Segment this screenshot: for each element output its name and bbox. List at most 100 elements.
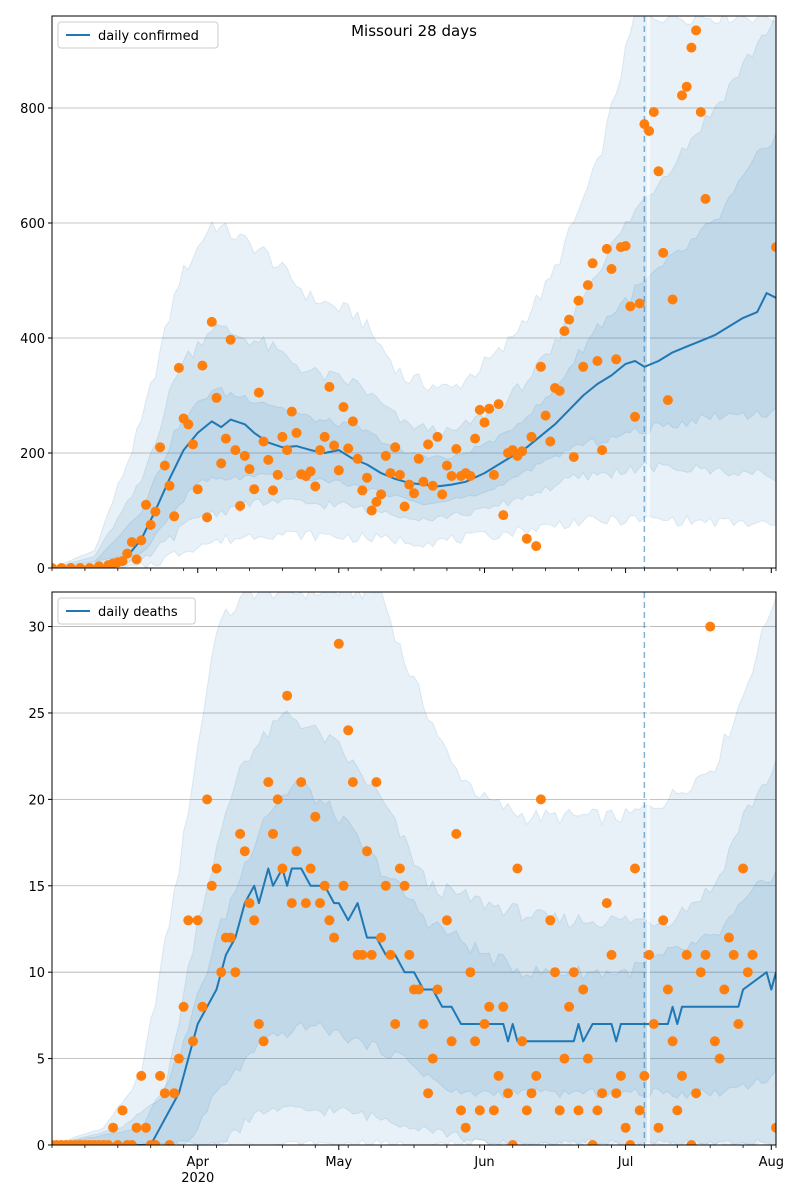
data-point (258, 436, 269, 447)
data-point (404, 479, 415, 490)
data-point (52, 563, 57, 568)
data-point (291, 846, 302, 857)
data-point (117, 556, 128, 567)
data-point (601, 243, 612, 254)
x-tick-sublabel: 2020 (181, 1171, 214, 1186)
uncertainty-band (52, 16, 776, 568)
data-point (249, 484, 260, 495)
data-point (630, 863, 640, 874)
data-point (277, 863, 288, 874)
data-point (639, 1070, 650, 1081)
data-point (582, 1053, 593, 1064)
data-point (507, 1140, 518, 1145)
data-point (484, 403, 495, 414)
data-point (258, 1036, 269, 1047)
data-point (75, 563, 86, 568)
data-point (644, 126, 655, 136)
data-point (526, 1088, 537, 1099)
data-point (272, 469, 283, 480)
data-point (714, 1053, 725, 1064)
data-point (188, 1036, 198, 1047)
data-point (277, 431, 288, 442)
uncertainty-band (52, 592, 776, 1145)
data-point (418, 476, 429, 487)
plot-area (52, 16, 776, 568)
x-tick-label: Aug (759, 1155, 784, 1170)
data-point (366, 505, 377, 516)
data-point (296, 777, 307, 788)
data-point (597, 1088, 608, 1099)
data-point (662, 395, 673, 406)
data-point (380, 450, 391, 461)
x-tick-label: Apr (186, 1155, 209, 1170)
data-point (286, 898, 297, 909)
uncertainty-band (52, 16, 776, 568)
data-point (145, 519, 156, 530)
data-point (338, 402, 349, 412)
data-point (550, 967, 560, 978)
data-point (700, 193, 711, 204)
data-point (620, 241, 631, 251)
data-point (545, 436, 556, 447)
data-point (126, 537, 137, 548)
data-point (446, 471, 457, 481)
data-point (84, 563, 95, 568)
data-point (164, 1140, 175, 1145)
data-point (512, 863, 523, 874)
data-point (347, 777, 358, 788)
data-point (103, 1140, 114, 1145)
data-point (211, 863, 222, 874)
data-point (192, 915, 203, 926)
data-point (291, 427, 302, 438)
data-point (183, 915, 194, 926)
data-point (592, 356, 603, 366)
data-point (394, 863, 405, 874)
data-point (319, 880, 330, 891)
data-point (206, 880, 217, 891)
data-point (362, 846, 372, 857)
data-point (197, 360, 208, 371)
data-point (268, 828, 278, 839)
data-point (681, 949, 692, 960)
data-point (653, 1122, 664, 1133)
data-point (253, 1019, 264, 1029)
data-point (771, 1122, 776, 1133)
data-point (423, 1088, 434, 1099)
data-point (155, 1070, 166, 1081)
confirmed-panel: 0 200 400 600 800 Missouri 28 days daily confi… (20, 15, 777, 577)
data-point (625, 1140, 636, 1145)
data-point (399, 501, 410, 512)
data-point (385, 949, 396, 960)
data-point (206, 316, 217, 327)
data-point (136, 535, 147, 546)
data-point (625, 301, 636, 312)
data-point (150, 1140, 161, 1145)
data-point (540, 410, 551, 421)
legend-label: daily confirmed (98, 29, 199, 44)
data-point (225, 334, 236, 345)
data-point (329, 932, 340, 943)
data-point (658, 915, 669, 926)
data-point (263, 454, 274, 465)
data-point (488, 469, 499, 480)
data-point (465, 967, 476, 978)
data-point (225, 932, 236, 943)
data-point (239, 846, 250, 857)
data-point (564, 1001, 575, 1012)
data-point (216, 458, 227, 469)
data-point (418, 1019, 429, 1029)
data-point (634, 1105, 645, 1116)
y-tick-label: 600 (20, 217, 45, 232)
data-point (183, 419, 194, 430)
data-point (371, 777, 382, 788)
data-point (338, 880, 349, 891)
data-point (169, 511, 180, 522)
data-point (601, 898, 612, 909)
uncertainty-band (52, 779, 776, 1145)
data-point (733, 1019, 744, 1029)
y-tick-label: 15 (28, 880, 45, 895)
data-point (620, 1122, 631, 1133)
data-point (493, 399, 504, 410)
